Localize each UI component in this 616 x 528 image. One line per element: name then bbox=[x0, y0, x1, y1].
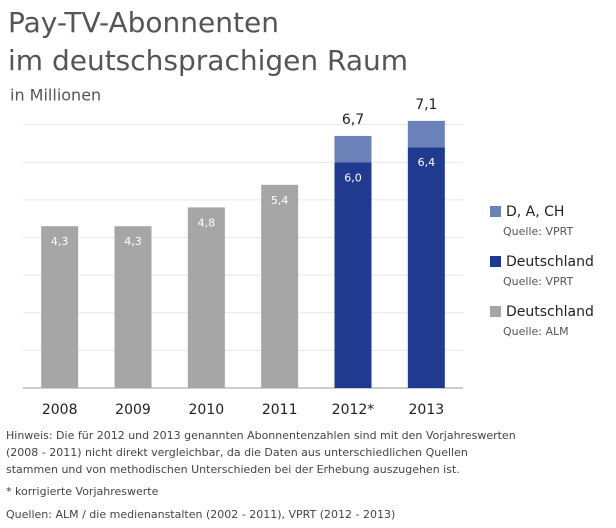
x-tick-label: 2013 bbox=[409, 402, 445, 418]
bar-segment bbox=[261, 184, 299, 388]
bar-segment bbox=[114, 226, 152, 388]
x-tick-label: 2011 bbox=[262, 402, 298, 418]
legend-label: Deutschland bbox=[506, 254, 594, 270]
legend-label: Deutschland bbox=[506, 304, 594, 320]
value-label: 6,4 bbox=[418, 156, 436, 169]
total-label: 7,1 bbox=[415, 97, 437, 113]
chart-subtitle: in Millionen bbox=[10, 86, 101, 105]
bar-segment bbox=[407, 147, 445, 388]
legend-source: Quelle: VPRT bbox=[503, 275, 573, 288]
note: Hinweis: Die für 2012 und 2013 genannten… bbox=[6, 429, 516, 442]
value-label: 4,3 bbox=[124, 235, 142, 248]
sources: Quellen: ALM / die medienanstalten (2002… bbox=[6, 508, 395, 521]
bar-segment bbox=[334, 162, 372, 388]
legend-source: Quelle: ALM bbox=[503, 325, 569, 338]
value-label: 6,0 bbox=[344, 171, 362, 184]
legend-swatch bbox=[490, 206, 501, 217]
value-label: 4,8 bbox=[198, 216, 216, 229]
legend-swatch bbox=[490, 306, 501, 317]
value-label: 5,4 bbox=[271, 194, 289, 207]
bar-segment bbox=[334, 135, 372, 163]
footnote: * korrigierte Vorjahreswerte bbox=[6, 485, 159, 498]
bar-segment bbox=[407, 120, 445, 148]
total-label: 6,7 bbox=[342, 112, 364, 128]
x-tick-label: 2008 bbox=[42, 402, 78, 418]
note: stammen und von methodischen Unterschied… bbox=[6, 463, 460, 476]
chart-title: im deutschsprachigen Raum bbox=[8, 44, 408, 77]
bar-segment bbox=[187, 207, 225, 388]
note: (2008 - 2011) nicht direkt vergleichbar,… bbox=[6, 446, 468, 459]
legend-swatch bbox=[490, 256, 501, 267]
bar-segment bbox=[41, 226, 79, 388]
legend-label: D, A, CH bbox=[506, 204, 564, 220]
chart-title: Pay-TV-Abonnenten bbox=[8, 6, 279, 39]
x-tick-label: 2010 bbox=[189, 402, 225, 418]
value-label: 4,3 bbox=[51, 235, 69, 248]
x-tick-label: 2009 bbox=[115, 402, 151, 418]
legend-source: Quelle: VPRT bbox=[503, 225, 573, 238]
x-tick-label: 2012* bbox=[332, 402, 375, 418]
